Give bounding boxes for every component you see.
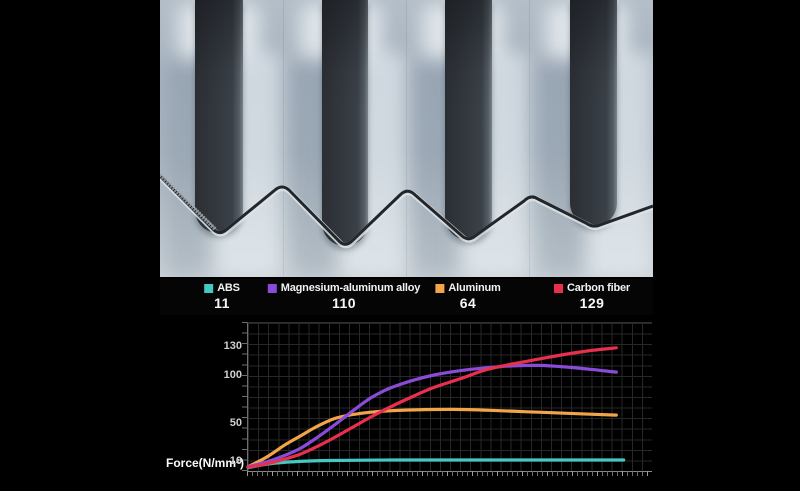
chart-legend: ABS 11 Magnesium-aluminum alloy 110 Alum… [160,279,653,315]
bend-test-photo [160,0,653,277]
legend-item-aluminum: Aluminum 64 [435,282,501,311]
mg-al-color-swatch-icon [267,283,277,293]
y-axis-tick-label: 50 [229,416,242,429]
frame-seam [406,0,407,277]
y-axis-tick-label: 100 [223,369,242,381]
press-bar-1 [195,0,243,233]
press-bar-4 [570,0,617,226]
frame-seam [283,0,284,277]
chart-grid [247,322,652,472]
legend-item-abs: ABS 11 [204,282,240,311]
legend-label: Magnesium-aluminum alloy [280,282,421,294]
aluminum-color-swatch-icon [435,283,445,293]
legend-value: 129 [579,295,605,311]
press-bar-2 [322,0,368,246]
abs-color-swatch-icon [204,283,214,293]
legend-label: Aluminum [448,282,501,294]
y-axis-title: Force(N/mm²) [166,456,245,470]
x-axis-ticks [247,471,651,476]
legend-value: 11 [214,295,230,311]
y-axis-tick-label: 10 [229,454,242,467]
legend-label: Carbon fiber [567,282,630,294]
legend-item-magnesium-aluminum-alloy: Magnesium-aluminum alloy 110 [267,282,421,311]
legend-value: 110 [331,295,357,311]
bent-material-strip [160,173,653,249]
frame-seam [529,0,530,277]
press-bar-3 [445,0,492,240]
y-axis-tick-label: 130 [223,340,242,353]
legend-label: ABS [217,282,240,294]
y-axis-ticks [242,322,247,471]
carbon-fiber-color-swatch-icon [554,283,563,293]
legend-item-carbon-fiber: Carbon fiber 129 [554,282,630,311]
legend-value: 64 [459,295,477,311]
